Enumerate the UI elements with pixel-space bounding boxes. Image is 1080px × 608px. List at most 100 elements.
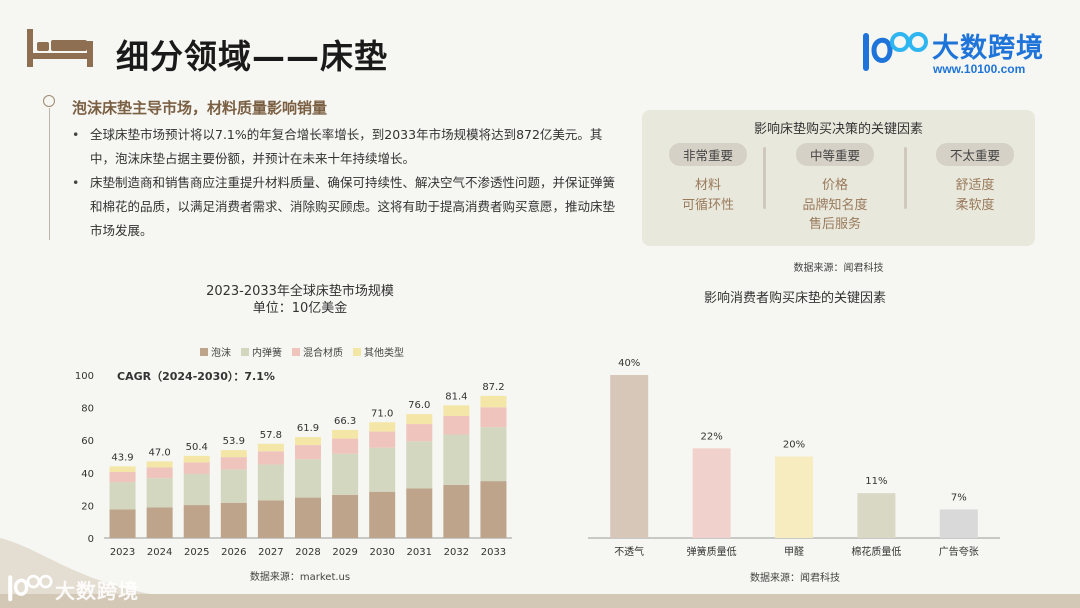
factor-item: 售后服务 xyxy=(808,217,861,232)
chart1-bar-segment xyxy=(146,507,173,538)
chart1-bar-segment xyxy=(369,447,396,492)
chart1-bar-segment xyxy=(443,434,470,485)
chart1-bar-segment xyxy=(369,431,396,448)
bed-icon xyxy=(27,29,93,67)
chart1-bar-segment xyxy=(480,407,507,428)
chart1-x-tick-label: 2027 xyxy=(258,547,283,558)
factors-source: 数据来源：闻君科技 xyxy=(793,263,884,274)
chart1-x-tick-label: 2030 xyxy=(369,547,394,558)
key-factors-panel: 影响床垫购买决策的关键因素 非常重要 材料 可循环性 中等重要 价格 品牌知名度… xyxy=(642,110,1035,246)
logo-name: 大数跨境 xyxy=(932,33,1044,64)
watermark-logo-icon xyxy=(8,574,53,602)
legend-swatch xyxy=(241,347,249,356)
chart1-bar-segment xyxy=(183,462,210,474)
chart1-bar-segment xyxy=(257,443,284,452)
chart1-bar-segment xyxy=(183,505,210,538)
chart2-bar xyxy=(692,448,731,538)
factor-item: 舒适度 xyxy=(955,178,995,193)
factor-item: 柔软度 xyxy=(955,197,995,213)
bullet-item: 全球床垫市场预计将以7.1%的年复合增长率增长，到2033年市场规模将达到872… xyxy=(70,123,625,171)
chart1-total-label: 43.9 xyxy=(111,452,133,463)
chart1-total-label: 66.3 xyxy=(334,416,356,427)
chart1-x-tick-label: 2024 xyxy=(147,547,172,558)
footer-band xyxy=(0,594,1080,608)
chart1-total-label: 61.9 xyxy=(297,423,319,434)
legend-label: 泡沫 xyxy=(211,348,231,359)
bullet-list: 全球床垫市场预计将以7.1%的年复合增长率增长，到2033年市场规模将达到872… xyxy=(70,123,625,243)
chart2-value-label: 20% xyxy=(783,440,805,451)
factor-item: 可循环性 xyxy=(681,197,734,213)
chart1-y-tick-label: 80 xyxy=(81,404,94,415)
chart2-bar xyxy=(775,456,813,538)
cagr-annotation: CAGR（2024-2030）：7.1% xyxy=(117,370,275,383)
bullet-item: 床垫制造商和销售商应注重提升材料质量、确保可持续性、解决空气不渗透性问题，并保证… xyxy=(70,171,625,243)
chart1-y-tick-label: 20 xyxy=(81,501,94,512)
chart1-bar-segment xyxy=(220,457,247,470)
factor-column-medium-important: 中等重要 价格 品牌知名度 售后服务 xyxy=(780,143,890,235)
legend-item: 内弹簧 xyxy=(241,344,282,359)
chart1-bar-segment xyxy=(332,438,359,454)
chart1-title-line: 2023-2033年全球床垫市场规模 xyxy=(206,284,394,299)
chart1-bar-segment xyxy=(295,445,321,460)
legend-label: 内弹簧 xyxy=(252,348,282,359)
chart1-bar-segment xyxy=(109,482,136,510)
chart1-bar-segment xyxy=(146,467,173,479)
legend-label: 其他类型 xyxy=(364,348,404,359)
footer-wave-decoration xyxy=(0,538,150,608)
chart2-x-tick-label: 不透气 xyxy=(614,545,644,558)
factor-divider xyxy=(904,147,907,209)
legend-label: 混合材质 xyxy=(303,348,343,359)
chart1-bar-segment xyxy=(406,441,433,489)
logo-mark-icon xyxy=(863,32,928,71)
chart1-bar-segment xyxy=(257,451,284,465)
chart1-total-label: 47.0 xyxy=(149,447,171,458)
watermark-name: 大数跨境 xyxy=(55,579,139,603)
chart1-legend: 泡沫 内弹簧 混合材质 其他类型 xyxy=(200,344,404,359)
section-marker-icon xyxy=(43,95,55,107)
chart2-bar xyxy=(939,509,978,538)
chart1-bar-segment xyxy=(406,424,433,442)
chart2-value-label: 7% xyxy=(951,492,967,503)
chart1-bar-segment xyxy=(295,459,321,498)
factor-column-less-important: 不太重要 舒适度 柔软度 xyxy=(920,143,1030,215)
chart1-bar-segment xyxy=(443,415,470,435)
chart2-source: 数据来源：闻君科技 xyxy=(750,573,840,584)
legend-swatch xyxy=(292,347,300,356)
chart1-bar-segment xyxy=(220,502,247,538)
legend-item: 混合材质 xyxy=(292,344,343,359)
chart1-bar-segment xyxy=(332,453,359,495)
chart1-x-tick-label: 2033 xyxy=(481,547,506,558)
chart1-x-tick-label: 2025 xyxy=(184,547,209,558)
chart2-value-label: 11% xyxy=(865,476,887,487)
page-title: 细分领域——床垫 xyxy=(116,37,388,76)
section-timeline-line xyxy=(49,108,50,240)
chart1-bar-segment xyxy=(109,471,136,483)
legend-swatch xyxy=(200,347,208,356)
factor-item: 品牌知名度 xyxy=(802,197,868,213)
chart1-total-label: 71.0 xyxy=(371,408,393,419)
chart1-bar-segment xyxy=(406,488,433,538)
chart1-bar-segment xyxy=(369,422,396,432)
factor-badge: 不太重要 xyxy=(935,143,1014,166)
chart1-bar-segment xyxy=(109,466,136,472)
chart1-total-label: 50.4 xyxy=(186,442,208,453)
chart1-bar-segment xyxy=(257,500,284,538)
legend-swatch xyxy=(353,347,361,356)
chart2-x-tick-label: 弹簧质量低 xyxy=(687,545,737,558)
chart1-x-tick-label: 2031 xyxy=(407,547,432,558)
chart2-x-tick-label: 棉花质量低 xyxy=(851,545,901,558)
chart1-total-label: 76.0 xyxy=(408,400,430,411)
chart1-bar-segment xyxy=(332,429,359,439)
chart1-bar-segment xyxy=(257,464,284,501)
chart2-bar xyxy=(610,375,649,538)
chart1-unit: 单位：10亿美金 xyxy=(252,301,348,316)
chart2-value-label: 40% xyxy=(618,358,640,369)
brand-logo: 大数跨境 www.10100.com xyxy=(860,26,1050,78)
chart2-bar xyxy=(857,493,896,538)
chart1-bar-segment xyxy=(295,497,321,538)
chart1-x-tick-label: 2028 xyxy=(295,547,320,558)
factor-divider xyxy=(763,147,766,209)
chart2-title: 影响消费者购买床垫的关键因素 xyxy=(703,291,886,306)
chart2-x-tick-label: 甲醛 xyxy=(784,545,804,558)
legend-item: 泡沫 xyxy=(200,344,231,359)
